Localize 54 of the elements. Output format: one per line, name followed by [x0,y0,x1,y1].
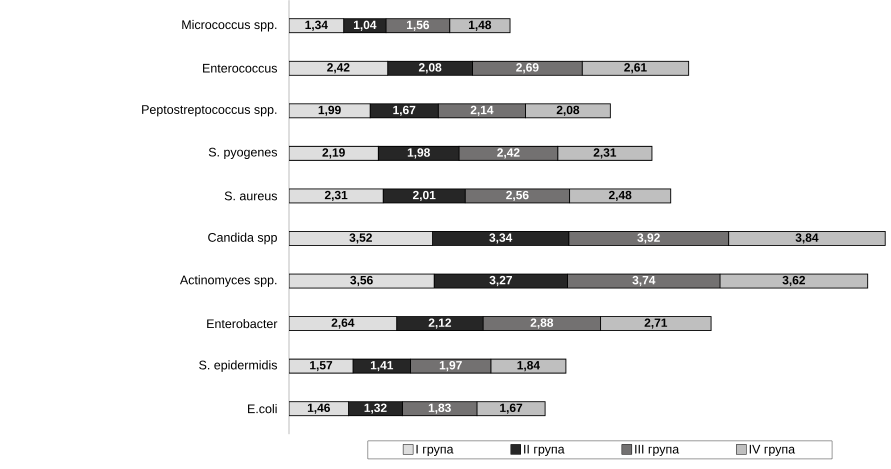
data-label: 2,48 [608,190,632,201]
y-tick-label: S. epidermidis [199,360,278,372]
data-label: 1,97 [440,360,462,372]
data-label: 1,41 [370,360,394,372]
data-label: 2,69 [516,63,539,74]
data-label: 2,19 [322,148,345,158]
data-label: 2,31 [324,190,348,201]
data-label: 2,01 [412,190,436,201]
data-label: 1,46 [308,403,330,414]
legend-label: III група [635,444,680,456]
data-label: 2,31 [594,148,616,158]
data-label: 3,62 [782,276,806,286]
data-label: 1,48 [468,20,492,31]
data-label: 3,74 [632,276,656,286]
data-label: 1,83 [428,403,451,414]
data-label: 2,64 [332,318,354,329]
legend-label: II група [524,444,565,456]
y-tick-label: S. aureus [224,191,278,200]
data-label: 2,88 [530,318,554,329]
y-tick-label: E.coli [248,404,277,414]
y-tick-label: Enterobacter [207,318,278,328]
data-label: 2,42 [327,63,350,74]
y-tick-label: Actinomyces spp. [180,275,276,287]
data-label: 2,14 [470,106,494,116]
data-label: 3,34 [489,233,512,244]
data-label: 2,56 [506,190,529,201]
y-tick-label: Peptostreptococcus spp. [142,105,276,116]
data-label: 1,98 [408,148,430,158]
data-label: 3,52 [349,233,372,244]
legend-label: IV група [750,444,796,456]
data-label: 2,71 [644,318,668,329]
data-label: 3,56 [350,276,373,286]
data-label: 2,08 [418,63,442,74]
data-label: 1,67 [393,106,416,116]
data-label: 2,08 [556,106,580,116]
legend-label: I група [416,444,454,456]
data-label: 1,32 [364,403,387,414]
y-tick-label: S. pyogenes [208,148,278,159]
data-label: 3,84 [796,233,818,244]
data-label: 2,61 [624,63,647,74]
data-label: 2,42 [497,148,520,158]
data-label: 1,04 [354,20,376,31]
data-label: 3,27 [490,276,512,286]
data-label: 1,99 [318,106,341,116]
y-tick-label: Micrococcus spp. [182,20,276,32]
data-label: 1,67 [500,403,522,414]
y-tick-label: Enterococcus [203,64,278,73]
data-label: 1,34 [305,20,328,31]
data-label: 1,56 [406,20,430,31]
data-label: 1,84 [518,360,540,372]
data-label: 3,92 [637,233,660,244]
data-label: 1,57 [310,360,332,372]
y-tick-label: Candida spp [208,232,277,244]
data-label: 2,12 [428,318,452,329]
